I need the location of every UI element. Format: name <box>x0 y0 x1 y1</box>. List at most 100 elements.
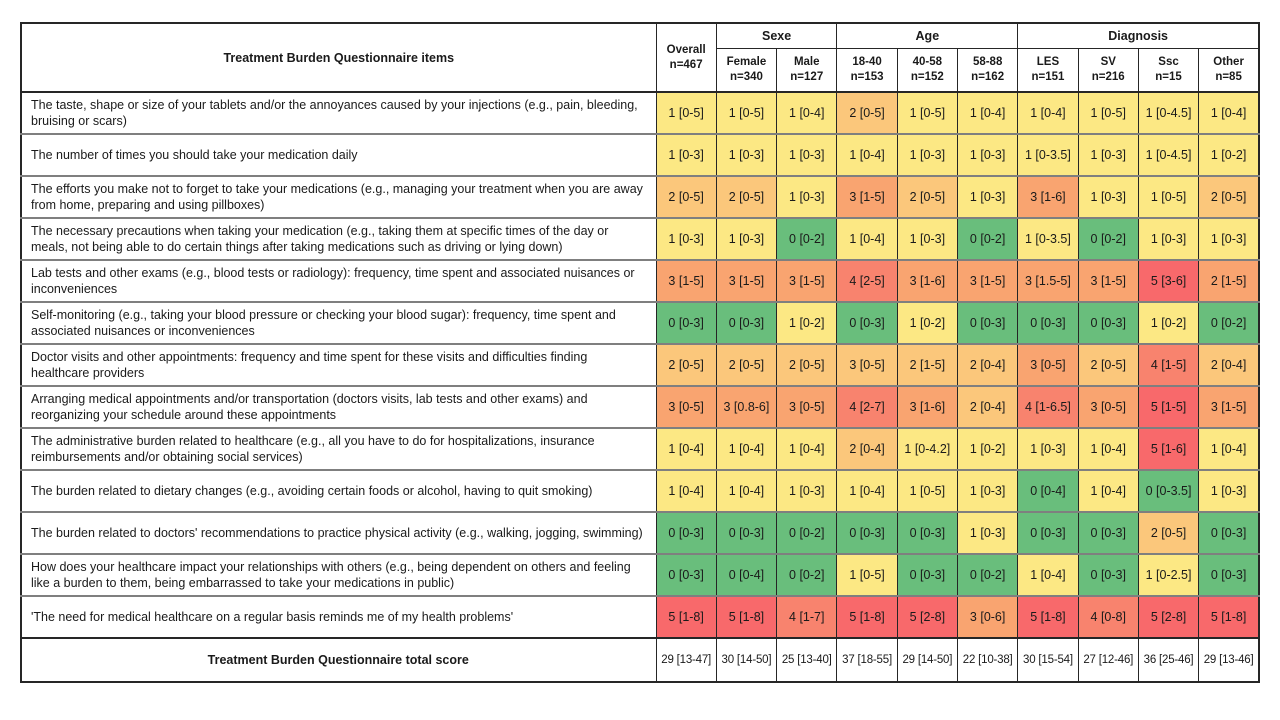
value-cell: 1 [0-4.5] <box>1137 92 1200 134</box>
group-header-diagnosis: Diagnosis <box>1017 23 1260 49</box>
column-n: n=216 <box>1091 70 1125 83</box>
value-cell: 2 [1-5] <box>896 344 959 386</box>
value-cell: 1 [0-4] <box>1198 428 1260 470</box>
column-label: 40-58 <box>912 55 943 68</box>
value-cell: 3 [0-5] <box>1077 386 1139 428</box>
value-cell: 3 [0-6] <box>956 596 1019 638</box>
table-row: The number of times you should take your… <box>20 134 1260 176</box>
value-cell: 1 [0-5] <box>836 554 898 596</box>
table-row: The burden related to dietary changes (e… <box>20 470 1260 512</box>
column-header-sv: SV n=216 <box>1077 48 1139 92</box>
column-label: 58-88 <box>972 55 1003 68</box>
column-label: Female <box>726 55 767 68</box>
value-cell: 1 [0-4] <box>836 134 898 176</box>
value-cell: 4 [1-5] <box>1137 344 1200 386</box>
value-cell: 1 [0-4] <box>836 470 898 512</box>
column-header-les: LES n=151 <box>1017 48 1079 92</box>
value-cell: 3 [0-5] <box>776 386 838 428</box>
item-label: The number of times you should take your… <box>20 134 657 176</box>
value-cell: 29 [13-47] <box>655 638 717 682</box>
value-cell: 1 [0-4] <box>776 428 838 470</box>
column-label: Ssc <box>1158 55 1179 68</box>
column-n: n=85 <box>1215 70 1242 83</box>
value-cell: 1 [0-4] <box>1017 92 1079 134</box>
column-n: n=15 <box>1155 70 1182 83</box>
value-cell: 1 [0-3] <box>715 218 778 260</box>
column-n: n=153 <box>850 70 884 83</box>
value-cell: 1 [0-4] <box>715 428 778 470</box>
value-cell: 3 [1-5] <box>836 176 898 218</box>
value-cell: 1 [0-3] <box>1077 134 1139 176</box>
value-cell: 2 [1-5] <box>1198 260 1260 302</box>
value-cell: 1 [0-3] <box>956 176 1019 218</box>
value-cell: 1 [0-2.5] <box>1137 554 1200 596</box>
value-cell: 1 [0-3] <box>655 218 717 260</box>
value-cell: 1 [0-4] <box>836 218 898 260</box>
value-cell: 0 [0-3] <box>1077 554 1139 596</box>
value-cell: 0 [0-2] <box>1077 218 1139 260</box>
table-row: The burden related to doctors' recommend… <box>20 512 1260 554</box>
value-cell: 29 [13-46] <box>1198 638 1260 682</box>
overall-column-header: Overall n=467 <box>655 23 717 92</box>
column-n: n=152 <box>910 70 944 83</box>
value-cell: 1 [0-2] <box>896 302 959 344</box>
value-cell: 1 [0-3] <box>1017 428 1079 470</box>
value-cell: 2 [0-4] <box>956 344 1019 386</box>
column-header-58-88: 58-88 n=162 <box>956 48 1019 92</box>
value-cell: 5 [1-8] <box>715 596 778 638</box>
value-cell: 0 [0-2] <box>956 218 1019 260</box>
value-cell: 37 [18-55] <box>836 638 898 682</box>
table-row: The efforts you make not to forget to ta… <box>20 176 1260 218</box>
value-cell: 1 [0-3] <box>715 134 778 176</box>
value-cell: 3 [0.8-6] <box>715 386 778 428</box>
value-cell: 0 [0-3] <box>655 512 717 554</box>
column-n: n=340 <box>729 70 763 83</box>
value-cell: 1 [0-3] <box>1077 176 1139 218</box>
value-cell: 4 [1-7] <box>776 596 838 638</box>
value-cell: 5 [1-8] <box>1017 596 1079 638</box>
total-row-label: Treatment Burden Questionnaire total sco… <box>20 638 657 682</box>
value-cell: 2 [0-5] <box>715 344 778 386</box>
value-cell: 2 [0-5] <box>836 92 898 134</box>
value-cell: 5 [1-5] <box>1137 386 1200 428</box>
column-header-male: Male n=127 <box>776 48 838 92</box>
group-header-sexe: Sexe <box>715 23 838 49</box>
total-row: Treatment Burden Questionnaire total sco… <box>20 638 1260 682</box>
item-label: The efforts you make not to forget to ta… <box>20 176 657 218</box>
column-header-ssc: Ssc n=15 <box>1137 48 1200 92</box>
value-cell: 3 [1-5] <box>776 260 838 302</box>
item-label: The necessary precautions when taking yo… <box>20 218 657 260</box>
value-cell: 2 [0-5] <box>1077 344 1139 386</box>
value-cell: 1 [0-4] <box>1077 428 1139 470</box>
value-cell: 0 [0-3] <box>1077 512 1139 554</box>
value-cell: 1 [0-5] <box>1137 176 1200 218</box>
item-label: Arranging medical appointments and/or tr… <box>20 386 657 428</box>
value-cell: 1 [0-5] <box>1077 92 1139 134</box>
value-cell: 0 [0-3] <box>956 302 1019 344</box>
value-cell: 1 [0-4] <box>1077 470 1139 512</box>
value-cell: 3 [1-5] <box>655 260 717 302</box>
value-cell: 1 [0-3] <box>776 176 838 218</box>
table-row: The necessary precautions when taking yo… <box>20 218 1260 260</box>
value-cell: 1 [0-4] <box>956 92 1019 134</box>
value-cell: 2 [0-5] <box>655 176 717 218</box>
item-label: The burden related to dietary changes (e… <box>20 470 657 512</box>
value-cell: 3 [0-5] <box>1017 344 1079 386</box>
value-cell: 1 [0-3] <box>956 470 1019 512</box>
column-header-40-58: 40-58 n=152 <box>896 48 959 92</box>
value-cell: 29 [14-50] <box>896 638 959 682</box>
items-column-header: Treatment Burden Questionnaire items <box>20 23 657 92</box>
value-cell: 5 [2-8] <box>1137 596 1200 638</box>
value-cell: 1 [0-5] <box>715 92 778 134</box>
item-label: The administrative burden related to hea… <box>20 428 657 470</box>
value-cell: 0 [0-4] <box>715 554 778 596</box>
value-cell: 3 [1-5] <box>1077 260 1139 302</box>
value-cell: 1 [0-3] <box>776 134 838 176</box>
value-cell: 2 [0-4] <box>836 428 898 470</box>
value-cell: 1 [0-4.5] <box>1137 134 1200 176</box>
table-row: Lab tests and other exams (e.g., blood t… <box>20 260 1260 302</box>
value-cell: 0 [0-2] <box>956 554 1019 596</box>
value-cell: 5 [2-8] <box>896 596 959 638</box>
value-cell: 2 [0-4] <box>1198 344 1260 386</box>
column-n: n=127 <box>790 70 824 83</box>
